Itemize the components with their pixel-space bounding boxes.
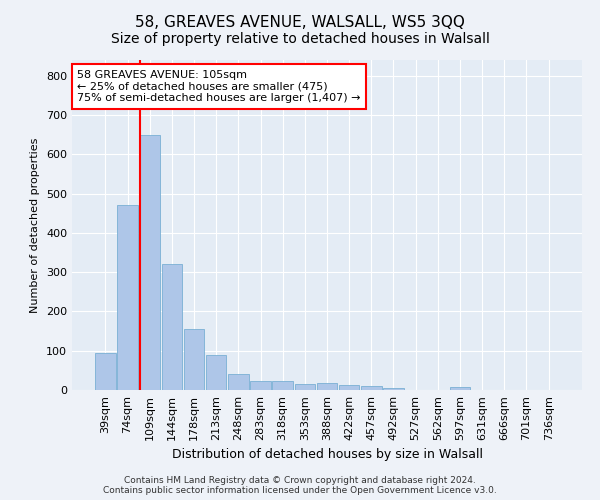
Text: Size of property relative to detached houses in Walsall: Size of property relative to detached ho…	[110, 32, 490, 46]
Bar	[118, 206, 138, 390]
Text: 58 GREAVES AVENUE: 105sqm
← 25% of detached houses are smaller (475)
75% of semi: 58 GREAVES AVENUE: 105sqm ← 25% of detac…	[77, 70, 361, 103]
Bar	[295, 384, 315, 390]
Y-axis label: Number of detached properties: Number of detached properties	[31, 138, 40, 312]
Bar	[95, 354, 116, 390]
Bar	[250, 382, 271, 390]
Bar	[161, 264, 182, 390]
Bar	[383, 388, 404, 390]
Bar	[317, 384, 337, 390]
Text: 58, GREAVES AVENUE, WALSALL, WS5 3QQ: 58, GREAVES AVENUE, WALSALL, WS5 3QQ	[135, 15, 465, 30]
Bar	[228, 374, 248, 390]
Bar	[206, 356, 226, 390]
Text: Contains HM Land Registry data © Crown copyright and database right 2024.
Contai: Contains HM Land Registry data © Crown c…	[103, 476, 497, 495]
Bar	[272, 382, 293, 390]
Bar	[184, 329, 204, 390]
Bar	[361, 386, 382, 390]
Bar	[450, 387, 470, 390]
Bar	[339, 385, 359, 390]
X-axis label: Distribution of detached houses by size in Walsall: Distribution of detached houses by size …	[172, 448, 482, 462]
Bar	[140, 136, 160, 390]
